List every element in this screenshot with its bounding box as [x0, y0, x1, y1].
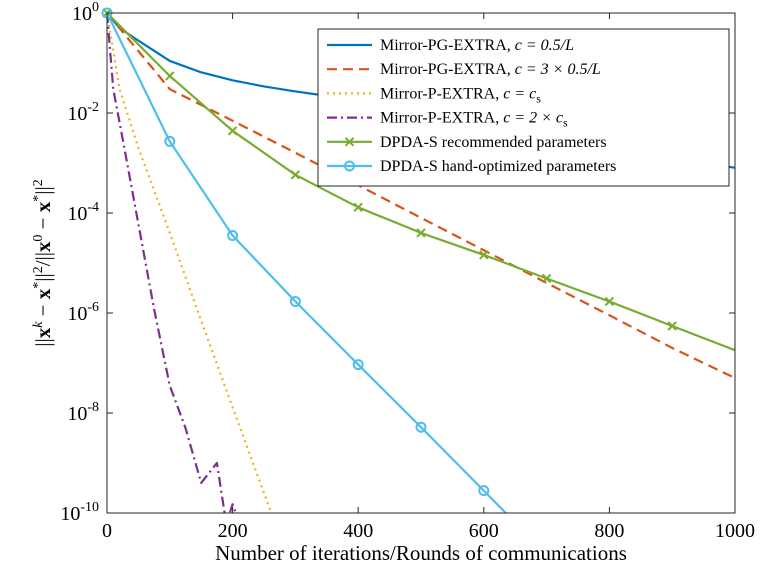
series-line-1: [107, 13, 735, 380]
legend-box: [317, 28, 730, 187]
series-marker-4: [541, 273, 552, 284]
markers-layer: [101, 7, 677, 497]
y-tick-base: 10: [72, 3, 92, 25]
x-tick-label: 1000: [715, 520, 755, 542]
legend-item-1: Mirror-PG-EXTRA, c = 3 × 0.5/L: [380, 61, 601, 78]
y-tick-label: 10-4: [67, 200, 99, 225]
y-tick-base: 10: [67, 303, 87, 325]
legend-item-0: Mirror-PG-EXTRA, c = 0.5/L: [380, 37, 574, 54]
series-line-5: [107, 13, 507, 513]
y-tick-exponent: 0: [92, 0, 99, 15]
series-marker-5: [415, 421, 427, 433]
series-marker-4: [353, 202, 363, 213]
ticks-layer: [106, 12, 736, 514]
y-tick-exponent: -4: [87, 200, 99, 215]
legend-item-2: Mirror-P-EXTRA, c = cs: [380, 85, 541, 105]
y-tick-label: 10-6: [67, 300, 99, 325]
legend-item-5: DPDA-S hand-optimized parameters: [380, 158, 616, 175]
y-tick-label: 10-2: [67, 100, 99, 125]
x-tick-label: 200: [218, 520, 248, 542]
series-marker-5: [289, 295, 301, 307]
series-marker-4: [667, 321, 677, 331]
series-line-2: [107, 13, 316, 513]
y-tick-exponent: -8: [87, 400, 99, 415]
plot-frame: [106, 12, 736, 514]
legend: Mirror-PG-EXTRA, c = 0.5/L Mirror-PG-EXTR…: [317, 28, 730, 187]
y-tick-base: 10: [67, 103, 87, 125]
y-axis-label: ||xk − x*||2/||x0 − x*||2: [31, 179, 55, 346]
series-line-3: [107, 13, 237, 513]
series-marker-4: [416, 228, 426, 238]
y-tick-exponent: -2: [87, 100, 99, 115]
legend-item-4: DPDA-S recommended parameters: [380, 134, 607, 151]
svg-text:||xk − x*||2/||x0 − x*||2: ||xk − x*||2/||x0 − x*||2: [31, 179, 55, 346]
x-tick-label: 600: [469, 520, 499, 542]
y-tick-base: 10: [60, 503, 80, 525]
series-marker-5: [478, 485, 490, 497]
x-tick-label: 400: [343, 520, 373, 542]
series-marker-4: [604, 296, 615, 307]
legend-marker-4: [344, 137, 355, 147]
y-tick-exponent: -6: [87, 300, 99, 315]
legend-marker-5: [344, 160, 355, 172]
series-marker-4: [165, 71, 175, 81]
series-marker-5: [227, 229, 239, 241]
labels-layer: 0 200 400 600 800 100010-1010-810-610-410-210…: [60, 0, 755, 542]
series-marker-5: [352, 359, 364, 371]
x-axis-label: Number of iterations/Rounds of communica…: [215, 541, 627, 565]
series-marker-4: [479, 250, 489, 260]
series-marker-4: [227, 126, 238, 136]
x-tick-label: 800: [594, 520, 624, 542]
series-marker-4: [290, 170, 301, 180]
y-tick-label: 10-8: [67, 400, 99, 425]
y-tick-label: 10-10: [60, 500, 99, 525]
y-tick-exponent: -10: [80, 500, 99, 515]
y-tick-base: 10: [67, 403, 87, 425]
y-tick-base: 10: [67, 203, 87, 225]
y-tick-label: 100: [72, 0, 99, 25]
x-tick-label: 0: [102, 520, 112, 542]
legend-item-3: Mirror-P-EXTRA, c = 2 × cs: [380, 110, 568, 130]
series-marker-5: [164, 135, 176, 147]
